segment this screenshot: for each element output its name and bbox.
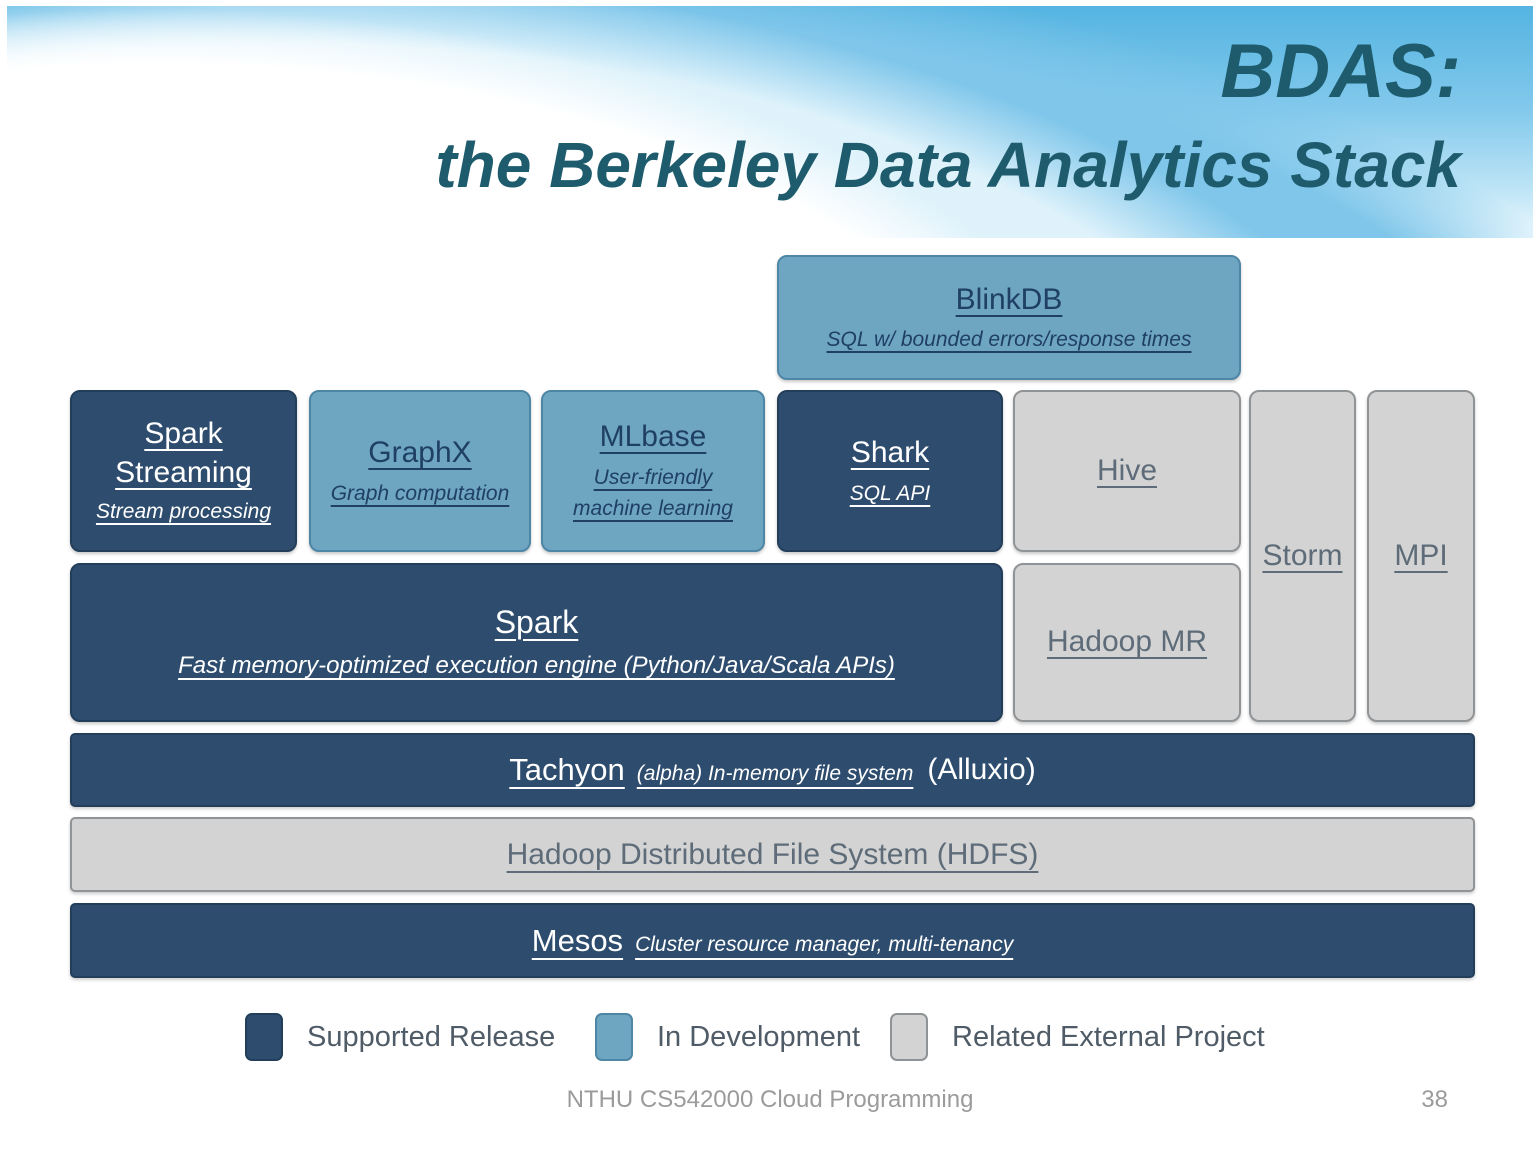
box-graphx-desc: Graph computation	[330, 481, 510, 505]
box-mlbase-name: MLbase	[599, 420, 707, 454]
legend-swatch-supported-release	[245, 1013, 283, 1061]
bar-tachyon-desc: (alpha) In-memory file system	[636, 762, 914, 785]
box-hadoop-mr: Hadoop MR	[1013, 563, 1241, 722]
box-hive-name: Hive	[1096, 453, 1157, 487]
box-spark: Spark Fast memory-optimized execution en…	[70, 563, 1003, 722]
box-shark: Shark SQL API	[777, 390, 1003, 552]
legend-swatch-in-development	[595, 1013, 633, 1061]
box-mpi-name: MPI	[1394, 538, 1448, 572]
box-mlbase-desc: User-friendly machine learning	[573, 465, 733, 521]
bar-mesos-desc: Cluster resource manager, multi-tenancy	[635, 932, 1014, 956]
bar-tachyon-label-group: Tachyon (alpha) In-memory file system	[509, 752, 913, 788]
legend-label-related-external-project: Related External Project	[952, 1020, 1265, 1053]
bar-mesos-label-group: Mesos Cluster resource manager, multi-te…	[532, 923, 1013, 959]
box-mpi: MPI	[1367, 390, 1475, 722]
box-mlbase: MLbase User-friendly machine learning	[541, 390, 765, 552]
box-shark-desc: SQL API	[849, 481, 931, 505]
bar-mesos: Mesos Cluster resource manager, multi-te…	[70, 903, 1475, 978]
box-storm-name: Storm	[1262, 538, 1343, 572]
box-spark-streaming: Spark Streaming Stream processing	[70, 390, 297, 552]
box-spark-streaming-name: Spark Streaming	[115, 417, 252, 490]
box-spark-streaming-desc: Stream processing	[95, 500, 272, 524]
box-spark-desc: Fast memory-optimized execution engine (…	[178, 652, 895, 680]
box-spark-name: Spark	[494, 603, 579, 640]
bar-tachyon-name: Tachyon	[509, 752, 625, 787]
bar-hdfs: Hadoop Distributed File System (HDFS)	[70, 817, 1475, 892]
header-wave-banner: BDAS: the Berkeley Data Analytics Stack	[7, 6, 1533, 238]
bar-tachyon: Tachyon (alpha) In-memory file system (A…	[70, 733, 1475, 807]
box-graphx-name: GraphX	[368, 436, 472, 469]
legend-label-supported-release: Supported Release	[307, 1020, 556, 1053]
box-graphx: GraphX Graph computation	[309, 390, 531, 552]
legend-swatch-related-external-project	[890, 1013, 928, 1061]
slide-title-line2: the Berkeley Data Analytics Stack	[435, 129, 1461, 201]
box-blinkdb: BlinkDB SQL w/ bounded errors/response t…	[777, 255, 1241, 380]
box-blinkdb-desc: SQL w/ bounded errors/response times	[826, 328, 1192, 351]
bar-hdfs-label-group: Hadoop Distributed File System (HDFS)	[507, 838, 1039, 872]
legend-item-in-development: In Development	[595, 1012, 860, 1062]
box-hadoop-mr-name: Hadoop MR	[1046, 625, 1208, 659]
bar-tachyon-suffix: (Alluxio)	[927, 753, 1036, 786]
slide-title-line1: BDAS:	[1220, 29, 1461, 114]
legend-item-supported-release: Supported Release	[245, 1012, 555, 1062]
page-number: 38	[1421, 1086, 1448, 1113]
footer-course-label: NTHU CS542000 Cloud Programming	[566, 1086, 974, 1113]
box-storm: Storm	[1249, 390, 1356, 722]
bar-hdfs-name: Hadoop Distributed File System (HDFS)	[506, 837, 1039, 871]
box-shark-name: Shark	[850, 436, 930, 469]
legend-item-related-external-project: Related External Project	[890, 1012, 1265, 1062]
legend-label-in-development: In Development	[657, 1020, 861, 1053]
bar-mesos-name: Mesos	[531, 922, 624, 958]
box-hive: Hive	[1013, 390, 1241, 552]
box-blinkdb-name: BlinkDB	[955, 282, 1063, 316]
